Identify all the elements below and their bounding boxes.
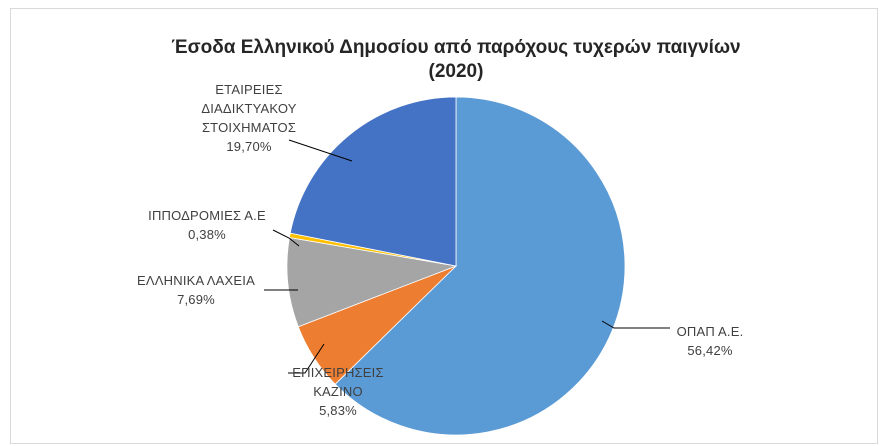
slice-value-3: 7,69% bbox=[177, 292, 215, 307]
slice-label-2-line-1: ΕΠΙΧΕΙΡΗΣΕΙΣ bbox=[292, 365, 383, 380]
leader-line-1 bbox=[601, 320, 670, 329]
data-labels: ΟΠΑΠ Α.Ε. 56,42% ΕΠΙΧΕΙΡΗΣΕΙΣ ΚΑΖΙΝΟ 5,83% ΕΛ… bbox=[137, 82, 743, 418]
chart-frame: Έσοδα Ελληνικού Δημοσίου από παρόχους τυ… bbox=[10, 8, 878, 444]
leader-line-2 bbox=[288, 343, 325, 374]
pie-slice-5 bbox=[289, 96, 457, 267]
pie-slices bbox=[286, 96, 626, 436]
leader-line-4 bbox=[272, 229, 300, 247]
slice-value-5: 19,70% bbox=[226, 139, 272, 154]
chart-title: Έσοδα Ελληνικού Δημοσίου από παρόχους τυ… bbox=[171, 37, 740, 82]
slice-label-3-line-1: ΕΛΛΗΝΙΚΑ ΛΑΧΕΙΑ bbox=[137, 273, 255, 288]
slice-label-1-line-1: ΟΠΑΠ Α.Ε. bbox=[677, 324, 744, 339]
chart-title-line-2: (2020) bbox=[429, 61, 484, 82]
leader-line-5 bbox=[288, 139, 353, 162]
slice-value-4: 0,38% bbox=[188, 227, 226, 242]
slice-label-5-line-1: ΕΤΑΙΡΕΙΕΣ bbox=[215, 82, 282, 97]
chart-title-line-1: Έσοδα Ελληνικού Δημοσίου από παρόχους τυ… bbox=[171, 37, 740, 58]
pie-slice-3 bbox=[286, 237, 458, 328]
leader-lines bbox=[264, 139, 670, 374]
slice-label-4-line-1: ΙΠΠΟΔΡΟΜΙΕΣ Α.Ε bbox=[148, 208, 266, 223]
slice-label-5-line-3: ΣΤΟΙΧΗΜΑΤΟΣ bbox=[202, 120, 296, 135]
slice-label-2-line-2: ΚΑΖΙΝΟ bbox=[313, 384, 363, 399]
pie-slice-1 bbox=[334, 96, 626, 436]
slice-value-1: 56,42% bbox=[687, 343, 733, 358]
slice-value-2: 5,83% bbox=[319, 403, 357, 418]
slice-label-5-line-2: ΔΙΑΔΙΚΤΥΑΚΟΥ bbox=[201, 101, 296, 116]
pie-chart: Έσοδα Ελληνικού Δημοσίου από παρόχους τυ… bbox=[137, 37, 743, 436]
